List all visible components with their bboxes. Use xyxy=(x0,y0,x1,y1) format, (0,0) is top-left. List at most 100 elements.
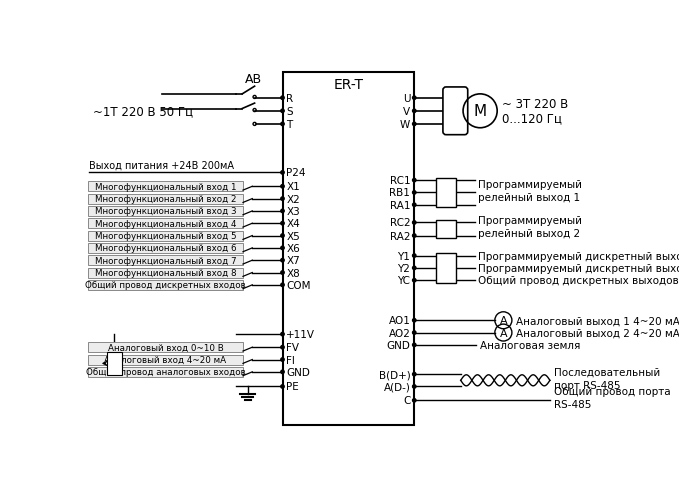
Bar xyxy=(282,73,414,425)
FancyBboxPatch shape xyxy=(88,268,243,278)
Circle shape xyxy=(281,185,285,188)
Circle shape xyxy=(413,123,416,126)
Bar xyxy=(107,352,122,375)
FancyBboxPatch shape xyxy=(88,256,243,265)
Circle shape xyxy=(281,198,285,201)
Circle shape xyxy=(281,346,285,349)
Circle shape xyxy=(281,171,285,175)
Circle shape xyxy=(281,222,285,225)
Text: Выход питания +24В 200мА: Выход питания +24В 200мА xyxy=(89,161,234,171)
Circle shape xyxy=(413,373,416,376)
Text: RA1: RA1 xyxy=(390,201,410,210)
Text: C: C xyxy=(403,395,410,406)
FancyBboxPatch shape xyxy=(88,367,243,377)
Circle shape xyxy=(281,97,285,100)
Circle shape xyxy=(281,284,285,287)
FancyBboxPatch shape xyxy=(88,343,243,352)
Circle shape xyxy=(413,97,416,100)
Text: Общий провод дискретных входов: Общий провод дискретных входов xyxy=(85,281,246,290)
Circle shape xyxy=(281,333,285,336)
Text: FV: FV xyxy=(287,343,299,352)
Circle shape xyxy=(413,191,416,195)
Text: X1: X1 xyxy=(287,182,300,192)
Circle shape xyxy=(413,319,416,322)
Circle shape xyxy=(281,370,285,374)
Text: Многофункциональный вход 3: Многофункциональный вход 3 xyxy=(94,207,236,216)
Text: Программируемый
релейный выход 2: Программируемый релейный выход 2 xyxy=(478,216,582,239)
Text: Программируемый
релейный выход 1: Программируемый релейный выход 1 xyxy=(478,179,582,203)
Bar xyxy=(436,179,456,207)
Text: X8: X8 xyxy=(287,268,300,278)
FancyBboxPatch shape xyxy=(88,206,243,217)
Text: Многофункциональный вход 7: Многофункциональный вход 7 xyxy=(94,256,236,265)
Bar xyxy=(436,221,456,238)
FancyBboxPatch shape xyxy=(88,231,243,241)
Text: Аналоговый выход 1 4~20 мА: Аналоговый выход 1 4~20 мА xyxy=(516,316,679,325)
Bar xyxy=(436,254,456,283)
Text: Общий провод порта
RS-485: Общий провод порта RS-485 xyxy=(554,386,670,409)
Text: P24: P24 xyxy=(287,168,306,178)
Text: ER-T: ER-T xyxy=(333,78,363,92)
Circle shape xyxy=(413,203,416,207)
Circle shape xyxy=(281,259,285,263)
Text: Аналоговая земля: Аналоговая земля xyxy=(480,340,581,350)
Text: X7: X7 xyxy=(287,256,300,265)
Text: GND: GND xyxy=(287,367,310,377)
Circle shape xyxy=(413,222,416,224)
Text: Многофункциональный вход 2: Многофункциональный вход 2 xyxy=(95,195,236,203)
Text: V: V xyxy=(403,106,410,117)
Text: COM: COM xyxy=(287,280,311,290)
Text: X2: X2 xyxy=(287,194,300,204)
Text: AB: AB xyxy=(245,73,262,86)
Text: YC: YC xyxy=(397,276,410,285)
Text: Y2: Y2 xyxy=(397,264,410,273)
Circle shape xyxy=(413,254,416,258)
Text: A(D-): A(D-) xyxy=(384,382,410,392)
FancyBboxPatch shape xyxy=(88,244,243,253)
Circle shape xyxy=(413,266,416,270)
Text: Многофункциональный вход 4: Многофункциональный вход 4 xyxy=(95,219,236,228)
Circle shape xyxy=(281,123,285,126)
Text: Программируемый дискретный выход 1: Программируемый дискретный выход 1 xyxy=(478,251,679,261)
Circle shape xyxy=(281,234,285,238)
Text: A: A xyxy=(500,328,507,338)
Circle shape xyxy=(281,210,285,213)
Text: X5: X5 xyxy=(287,231,300,241)
Circle shape xyxy=(281,246,285,250)
Text: M: M xyxy=(473,104,487,119)
Text: X4: X4 xyxy=(287,219,300,229)
Text: X6: X6 xyxy=(287,244,300,253)
Circle shape xyxy=(413,110,416,113)
Circle shape xyxy=(413,179,416,183)
Text: ~ 3Τ 220 В: ~ 3Τ 220 В xyxy=(502,98,568,111)
Text: Y1: Y1 xyxy=(397,251,410,261)
Text: Последовательный
порт RS-485: Последовательный порт RS-485 xyxy=(554,366,660,390)
Circle shape xyxy=(281,271,285,275)
Text: RA2: RA2 xyxy=(390,231,410,241)
Text: B(D+): B(D+) xyxy=(379,369,410,379)
Text: W: W xyxy=(400,120,410,130)
FancyBboxPatch shape xyxy=(88,182,243,192)
Circle shape xyxy=(413,344,416,347)
Text: AO1: AO1 xyxy=(388,316,410,325)
Text: 0...120 Гц: 0...120 Гц xyxy=(502,112,562,125)
Text: FI: FI xyxy=(287,355,295,365)
Text: RC2: RC2 xyxy=(390,218,410,228)
Text: GND: GND xyxy=(386,340,410,350)
Circle shape xyxy=(413,385,416,388)
Text: R: R xyxy=(287,94,293,103)
Text: Многофункциональный вход 8: Многофункциональный вход 8 xyxy=(94,268,236,278)
FancyBboxPatch shape xyxy=(88,280,243,290)
Text: Аналоговый выход 2 4~20 мА: Аналоговый выход 2 4~20 мА xyxy=(516,328,679,338)
Circle shape xyxy=(413,331,416,335)
Circle shape xyxy=(281,110,285,113)
Text: A: A xyxy=(500,316,507,325)
Circle shape xyxy=(413,279,416,283)
FancyBboxPatch shape xyxy=(88,194,243,204)
Text: X3: X3 xyxy=(287,206,300,217)
Text: Программируемый дискретный выход 2: Программируемый дискретный выход 2 xyxy=(478,264,679,273)
FancyBboxPatch shape xyxy=(88,355,243,365)
Text: AO2: AO2 xyxy=(388,328,410,338)
Text: S: S xyxy=(287,106,293,117)
Circle shape xyxy=(281,385,285,388)
